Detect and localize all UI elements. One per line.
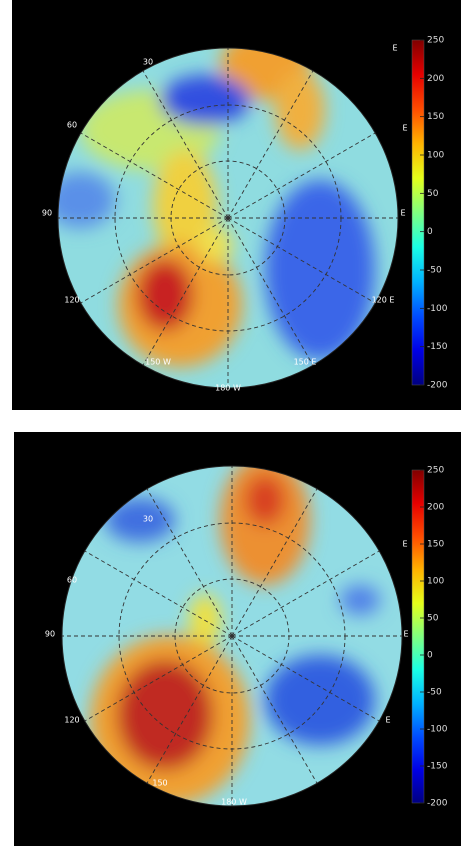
colorbar-tick-label: -50 [427,266,442,276]
longitude-label: 120 [64,716,79,725]
colorbar-tick-label: -100 [427,725,448,735]
colorbar-tick-label: 50 [427,614,439,624]
longitude-label: E [385,716,390,725]
longitude-label: 180 W [215,384,241,393]
colorbar-tick-label: 50 [427,189,439,199]
colorbar-tick-label: -150 [427,342,448,352]
colorbar-tick-label: 0 [427,651,433,661]
longitude-label: 90 [42,209,52,218]
longitude-label: E [392,44,397,53]
colorbar-tick-label: 250 [427,36,444,46]
longitude-label: 60 [67,576,77,585]
colorbar-tick-label: 100 [427,151,444,161]
longitude-label: 30 [143,58,153,67]
longitude-label: 180 W [221,798,247,807]
longitude-label: E [402,124,407,133]
longitude-label: E [403,630,408,639]
colorbar-tick-label: 250 [427,466,444,476]
colorbar [412,40,424,385]
colorbar-tick-label: -200 [427,381,448,391]
longitude-label: 120 [64,296,79,305]
longitude-label: E [400,209,405,218]
longitude-label: E [402,540,407,549]
longitude-label: 150 E [294,358,317,367]
colorbar-tick-label: 150 [427,540,444,550]
longitude-label: 30 [143,515,153,524]
colorbar-tick-label: -50 [427,688,442,698]
colorbar [412,470,424,803]
longitude-label: 150 W [145,358,171,367]
longitude-label: 120 E [372,296,395,305]
colorbar-tick-label: 0 [427,227,433,237]
colorbar-tick-label: -200 [427,799,448,809]
colorbar-tick-label: -150 [427,762,448,772]
colorbar-tick-label: -100 [427,304,448,314]
colorbar-tick-label: 200 [427,74,444,84]
colorbar-tick-label: 200 [427,503,444,513]
longitude-label: 90 [45,630,55,639]
figure: 30 60 90 120 150 W 180 W 150 E 120 E E E E 250 200 15… [0,0,461,846]
longitude-label: 150 [152,779,167,788]
longitude-label: 60 [67,121,77,130]
colorbar-tick-label: 100 [427,577,444,587]
colorbar-tick-label: 150 [427,112,444,122]
